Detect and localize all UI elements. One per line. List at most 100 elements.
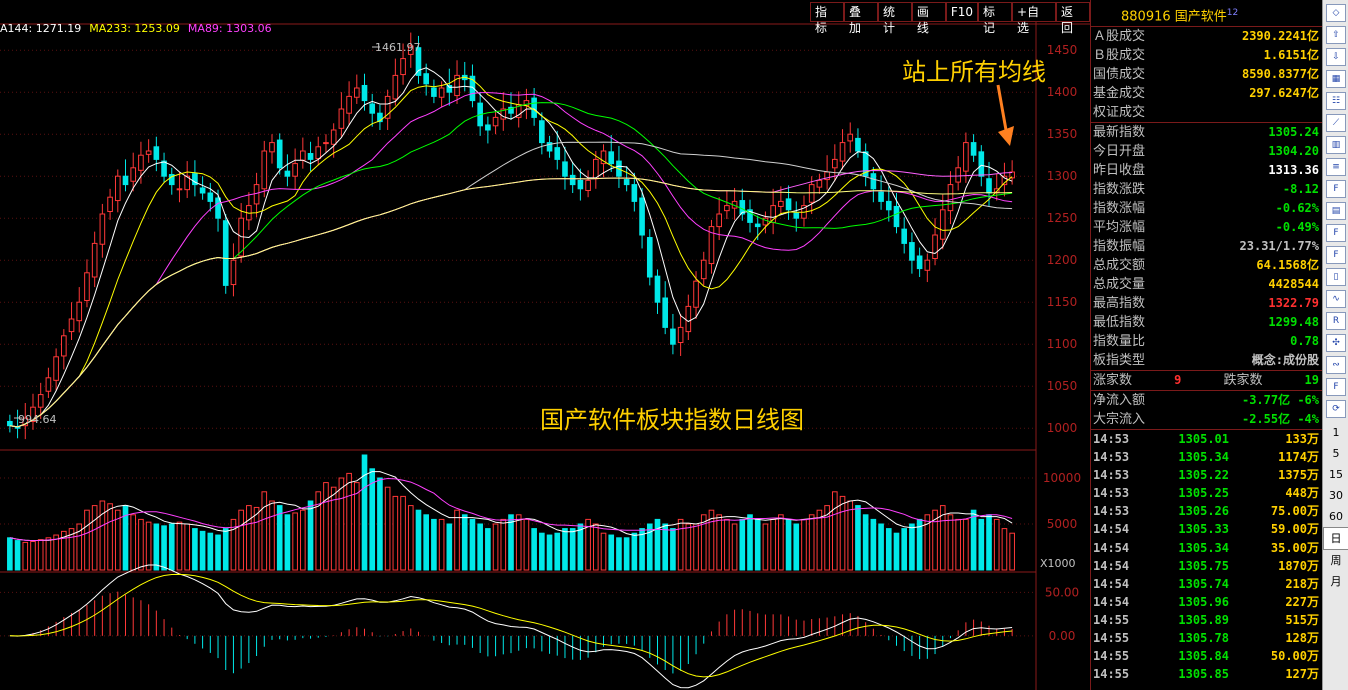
tick-time: 14:54: [1093, 522, 1130, 537]
candle-body: [161, 160, 167, 177]
arrow-down-icon[interactable]: ⇩: [1326, 48, 1346, 66]
period-button[interactable]: 15: [1329, 468, 1343, 481]
candle-body: [631, 184, 638, 202]
tick-row: 14:54 1305.96 227万: [1091, 593, 1323, 611]
tick-price: 1305.34: [1178, 450, 1229, 465]
volume-bar: [330, 486, 337, 571]
candle-body: [932, 234, 938, 260]
volume-bar: [778, 514, 784, 571]
tick-list[interactable]: 14:53 1305.01 133万 14:53 1305.34 1174万 14:53 13…: [1091, 430, 1323, 683]
period-button[interactable]: 5: [1332, 447, 1340, 460]
candle-body: [423, 73, 430, 85]
period-button[interactable]: 日: [1323, 527, 1348, 550]
toolbar-button-1[interactable]: 叠加: [843, 2, 878, 35]
stat-value: 2390.2241亿: [1241, 29, 1319, 43]
ma-line: [9, 102, 1013, 428]
volume-bar: [145, 521, 152, 571]
stat-value: 概念:成份股: [1251, 353, 1319, 367]
tick-time: 14:53: [1093, 504, 1130, 519]
period-button[interactable]: 月: [1330, 575, 1342, 588]
period-button[interactable]: 1: [1332, 426, 1340, 439]
volume-bar: [176, 521, 183, 571]
period-button[interactable]: 60: [1329, 510, 1343, 523]
stat-value: 1.6151亿: [1263, 48, 1319, 62]
table-icon[interactable]: ☷: [1326, 92, 1346, 110]
candle-body: [400, 58, 406, 76]
tick-time: 14:54: [1093, 540, 1130, 555]
candle-body: [330, 129, 337, 145]
macd-line: [9, 564, 1013, 689]
kline-chart[interactable]: 1450 1400 1350 1300 1250 1200 1150 1100 1050 1000…: [0, 0, 1090, 690]
ma-line: [9, 92, 1013, 428]
period-button[interactable]: 30: [1329, 489, 1343, 502]
grid-icon[interactable]: ▤: [1326, 202, 1346, 220]
quote-panel: 880916 国产软件12 Ａ股成交 2390.2241亿 Ｂ股成交 1.6151亿国…: [1090, 0, 1323, 690]
volume-ma-line: [9, 477, 1013, 542]
tick-volume: 128万: [1285, 631, 1319, 646]
candle-body: [207, 192, 214, 202]
stat-label: 指数振幅: [1093, 239, 1146, 254]
ma-legend-item: MA233: 1253.09: [89, 22, 180, 35]
toolbar-button-0[interactable]: 指标: [810, 2, 844, 35]
arrow-up-icon[interactable]: ⇧: [1326, 26, 1346, 44]
volume-bar: [485, 528, 491, 571]
toolbar-button-5[interactable]: 标记: [978, 2, 1013, 35]
rsi-icon[interactable]: R: [1326, 312, 1346, 330]
trend-icon[interactable]: ⟋: [1326, 114, 1346, 132]
doc-icon[interactable]: ▯: [1326, 268, 1346, 286]
toolbar-button-4[interactable]: F10: [945, 2, 979, 22]
flow-row: 大宗流入 -2.55亿 -4%: [1091, 410, 1323, 429]
macd-line: [9, 573, 1013, 678]
volume-bar: [639, 528, 645, 571]
high-label: 1461.97: [375, 41, 421, 54]
toolbar-button-6[interactable]: +自选: [1012, 2, 1057, 35]
candle-body: [708, 226, 715, 265]
volume-bar: [677, 518, 684, 571]
candle-body: [569, 174, 576, 186]
period-button[interactable]: 周: [1330, 554, 1342, 567]
ma-line: [9, 177, 1013, 428]
volume-bar: [901, 528, 908, 571]
quote-rows: 最新指数 1305.24 今日开盘 1304.20 昨日收盘 1313.36 指数涨跌 -8.…: [1091, 123, 1323, 370]
volume-bar: [947, 514, 954, 571]
toolbar-button-7[interactable]: 返回: [1056, 2, 1090, 35]
volume-unit: X1000: [1040, 557, 1076, 570]
candle-body: [654, 275, 661, 303]
refresh-icon[interactable]: ⟳: [1326, 400, 1346, 418]
volume-bar: [716, 514, 722, 571]
candle-body: [639, 197, 645, 236]
candle-body: [377, 112, 383, 123]
chart-icon[interactable]: ▦: [1326, 70, 1346, 88]
stat-value: 1313.36: [1268, 163, 1319, 177]
stat-value: 8590.8377亿: [1241, 67, 1319, 81]
stat-label: 板指类型: [1093, 353, 1146, 368]
volume-bar: [592, 523, 599, 571]
candle-body: [700, 259, 707, 280]
f10-icon[interactable]: F: [1326, 180, 1346, 198]
kline-chart-area[interactable]: 1450 1400 1350 1300 1250 1200 1150 1100 1050 1000…: [0, 0, 1090, 690]
candle-body: [554, 147, 561, 160]
toolbar-button-3[interactable]: 画线: [911, 2, 946, 35]
volume-bar: [523, 518, 530, 571]
tick-row: 14:55 1305.89 515万: [1091, 611, 1323, 629]
bars-icon[interactable]: ▥: [1326, 136, 1346, 154]
price-tick-label: 1150: [1047, 295, 1078, 309]
f5-icon[interactable]: F: [1326, 378, 1346, 396]
f7-icon[interactable]: F: [1326, 246, 1346, 264]
toolbar-button-2[interactable]: 统计: [877, 2, 912, 35]
candle-body: [91, 242, 98, 278]
volume-bar: [785, 518, 792, 571]
candle-body: [315, 146, 322, 160]
price-tick-label: 1100: [1047, 337, 1078, 351]
f2-icon[interactable]: F: [1326, 224, 1346, 242]
candle-body: [778, 200, 784, 207]
stat-label: 指数涨跌: [1093, 182, 1146, 197]
list-icon[interactable]: ≡: [1326, 158, 1346, 176]
stat-row: 指数振幅 23.31/1.77%: [1091, 237, 1323, 256]
candle-body: [199, 187, 206, 194]
curve-icon[interactable]: ∾: [1326, 356, 1346, 374]
diamond-icon[interactable]: ◇: [1326, 4, 1346, 22]
tick-price: 1305.25: [1178, 486, 1229, 501]
wave-icon[interactable]: ∿: [1326, 290, 1346, 308]
cross-icon[interactable]: ✣: [1326, 334, 1346, 352]
